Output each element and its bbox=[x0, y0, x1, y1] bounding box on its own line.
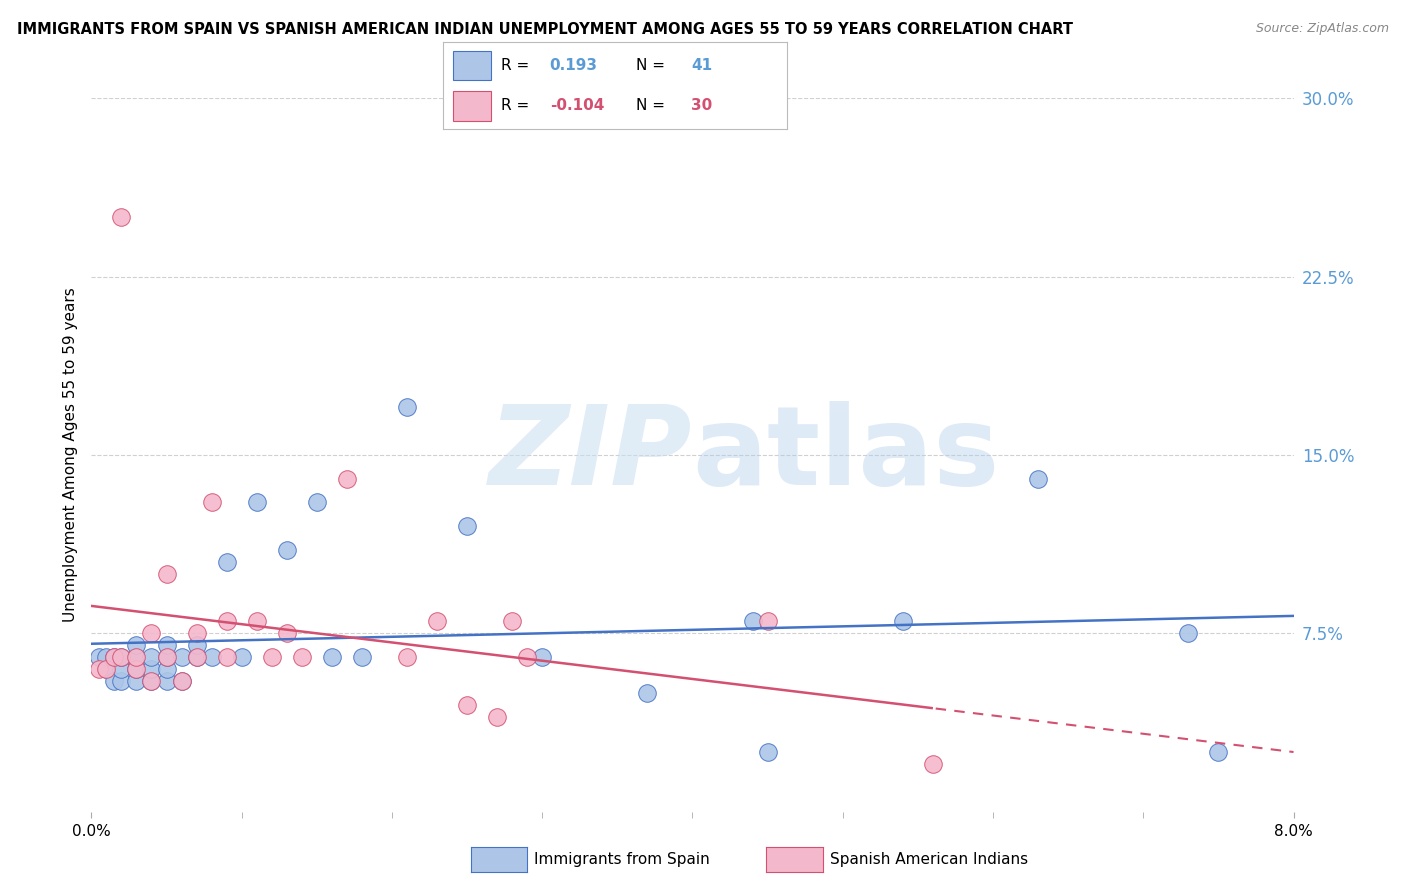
Point bbox=[141, 673, 163, 688]
Point bbox=[756, 615, 779, 629]
Text: Immigrants from Spain: Immigrants from Spain bbox=[534, 853, 710, 867]
Point bbox=[276, 543, 298, 558]
Point bbox=[170, 650, 193, 665]
Point bbox=[110, 662, 132, 676]
Text: N =: N = bbox=[636, 58, 665, 73]
Point bbox=[87, 662, 110, 676]
Point bbox=[141, 662, 163, 676]
Point bbox=[336, 472, 359, 486]
Point bbox=[125, 638, 148, 652]
Point bbox=[110, 673, 132, 688]
Point bbox=[741, 615, 763, 629]
Point bbox=[276, 626, 298, 640]
Text: R =: R = bbox=[502, 58, 530, 73]
Text: 30: 30 bbox=[690, 98, 713, 113]
Point bbox=[186, 626, 208, 640]
Text: 41: 41 bbox=[690, 58, 711, 73]
Point bbox=[215, 615, 238, 629]
Point bbox=[155, 673, 177, 688]
Point bbox=[103, 650, 125, 665]
Point bbox=[756, 745, 779, 759]
Point bbox=[110, 210, 132, 224]
Point bbox=[96, 662, 118, 676]
Point bbox=[231, 650, 253, 665]
Point bbox=[186, 650, 208, 665]
Point bbox=[486, 709, 509, 723]
Point bbox=[246, 495, 269, 509]
Point bbox=[201, 650, 224, 665]
Point bbox=[246, 615, 269, 629]
Point bbox=[1177, 626, 1199, 640]
Point bbox=[456, 698, 478, 712]
Text: IMMIGRANTS FROM SPAIN VS SPANISH AMERICAN INDIAN UNEMPLOYMENT AMONG AGES 55 TO 5: IMMIGRANTS FROM SPAIN VS SPANISH AMERICA… bbox=[17, 22, 1073, 37]
Point bbox=[321, 650, 343, 665]
Point bbox=[636, 686, 658, 700]
Point bbox=[155, 650, 177, 665]
Point bbox=[456, 519, 478, 533]
Point bbox=[186, 638, 208, 652]
Point bbox=[141, 673, 163, 688]
Point bbox=[170, 673, 193, 688]
Point bbox=[305, 495, 328, 509]
Point bbox=[125, 662, 148, 676]
Point bbox=[1208, 745, 1230, 759]
Point bbox=[531, 650, 554, 665]
Point bbox=[291, 650, 314, 665]
Point bbox=[260, 650, 283, 665]
Point bbox=[103, 673, 125, 688]
FancyBboxPatch shape bbox=[453, 51, 491, 80]
Y-axis label: Unemployment Among Ages 55 to 59 years: Unemployment Among Ages 55 to 59 years bbox=[63, 287, 79, 623]
Point bbox=[125, 650, 148, 665]
Text: atlas: atlas bbox=[692, 401, 1000, 508]
Point bbox=[922, 757, 945, 772]
Point bbox=[155, 650, 177, 665]
Point bbox=[426, 615, 449, 629]
Point bbox=[395, 650, 418, 665]
Text: 0.193: 0.193 bbox=[550, 58, 598, 73]
Point bbox=[125, 650, 148, 665]
Point bbox=[350, 650, 373, 665]
Point bbox=[516, 650, 538, 665]
Point bbox=[155, 662, 177, 676]
Point bbox=[141, 650, 163, 665]
Point bbox=[103, 650, 125, 665]
Point bbox=[87, 650, 110, 665]
Text: -0.104: -0.104 bbox=[550, 98, 605, 113]
Point bbox=[125, 673, 148, 688]
Point bbox=[215, 650, 238, 665]
Point bbox=[110, 650, 132, 665]
Point bbox=[186, 650, 208, 665]
Point bbox=[215, 555, 238, 569]
Point bbox=[501, 615, 523, 629]
Point bbox=[395, 401, 418, 415]
Point bbox=[155, 566, 177, 581]
Point bbox=[891, 615, 914, 629]
Text: R =: R = bbox=[502, 98, 530, 113]
Point bbox=[1026, 472, 1049, 486]
Text: Source: ZipAtlas.com: Source: ZipAtlas.com bbox=[1256, 22, 1389, 36]
Text: N =: N = bbox=[636, 98, 665, 113]
Point bbox=[141, 626, 163, 640]
Point bbox=[96, 650, 118, 665]
Text: Spanish American Indians: Spanish American Indians bbox=[830, 853, 1028, 867]
Point bbox=[110, 650, 132, 665]
FancyBboxPatch shape bbox=[453, 91, 491, 120]
Point bbox=[170, 673, 193, 688]
Text: ZIP: ZIP bbox=[489, 401, 692, 508]
Point bbox=[201, 495, 224, 509]
Point bbox=[125, 662, 148, 676]
Point bbox=[96, 662, 118, 676]
Point bbox=[155, 638, 177, 652]
